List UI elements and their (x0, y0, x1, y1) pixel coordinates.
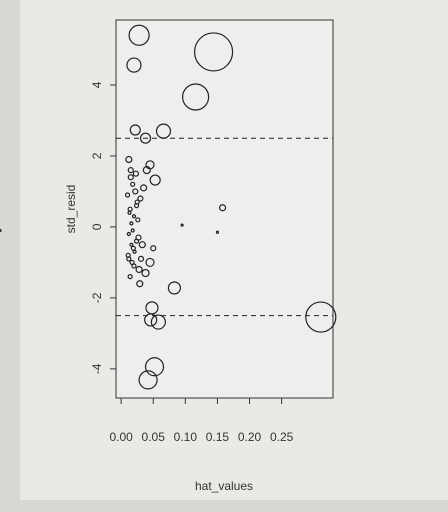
y-tick-label: 0 (90, 223, 104, 230)
x-tick-label: 0.00 (109, 430, 133, 444)
bubble (132, 170, 140, 177)
y-tick-label: -2 (90, 292, 104, 303)
bubble (126, 57, 142, 73)
bubble (130, 228, 135, 233)
bubble (132, 188, 139, 195)
bubble (150, 314, 166, 330)
bubble (127, 174, 134, 181)
bubble (127, 167, 134, 174)
bubble (129, 242, 134, 247)
bubble (218, 204, 227, 212)
bubble (215, 230, 220, 234)
bubble (138, 241, 146, 249)
bubble (139, 132, 152, 144)
bubble (126, 231, 131, 237)
bubble (133, 203, 140, 209)
bubble (305, 301, 337, 333)
bubble (125, 155, 133, 164)
bubble (126, 256, 132, 262)
bubble (124, 192, 131, 198)
bubble (127, 274, 133, 280)
x-tick-label: 0.25 (270, 430, 294, 444)
bubble (130, 181, 136, 187)
plot-frame (115, 19, 334, 399)
bubble (144, 357, 165, 377)
bubble (142, 166, 151, 175)
bubble (127, 210, 132, 215)
bubble (131, 263, 137, 269)
y-tick-label: -4 (90, 363, 104, 374)
y-tick-label: 4 (90, 81, 104, 88)
bubble (137, 255, 145, 262)
bubble (137, 195, 144, 202)
bubble (144, 313, 158, 327)
bubble (135, 217, 141, 223)
bubble (180, 223, 184, 227)
bubble (129, 124, 141, 136)
bubble (193, 32, 234, 72)
bubble (141, 268, 150, 278)
bubble (182, 83, 210, 111)
y-axis-label: std_resid (64, 185, 78, 234)
x-tick-label: 0.10 (174, 430, 198, 444)
bubble (138, 370, 158, 390)
x-tick-label: 0.15 (206, 430, 230, 444)
bubble (145, 257, 155, 268)
bubble (129, 221, 134, 226)
bubble (167, 281, 182, 295)
bubble (140, 184, 148, 192)
bubble (0, 228, 2, 233)
bubble (131, 214, 137, 219)
x-axis-label: hat_values (195, 479, 253, 493)
bubble (135, 234, 142, 241)
bubble (135, 265, 143, 274)
bubble (155, 123, 172, 139)
bubble (150, 245, 157, 252)
bubble (136, 280, 144, 288)
bubble (132, 249, 137, 254)
x-tick-label: 0.05 (142, 430, 166, 444)
bubble (149, 174, 161, 186)
x-tick-label: 0.20 (238, 430, 262, 444)
bubble (128, 24, 150, 46)
y-tick-label: 2 (90, 152, 104, 159)
